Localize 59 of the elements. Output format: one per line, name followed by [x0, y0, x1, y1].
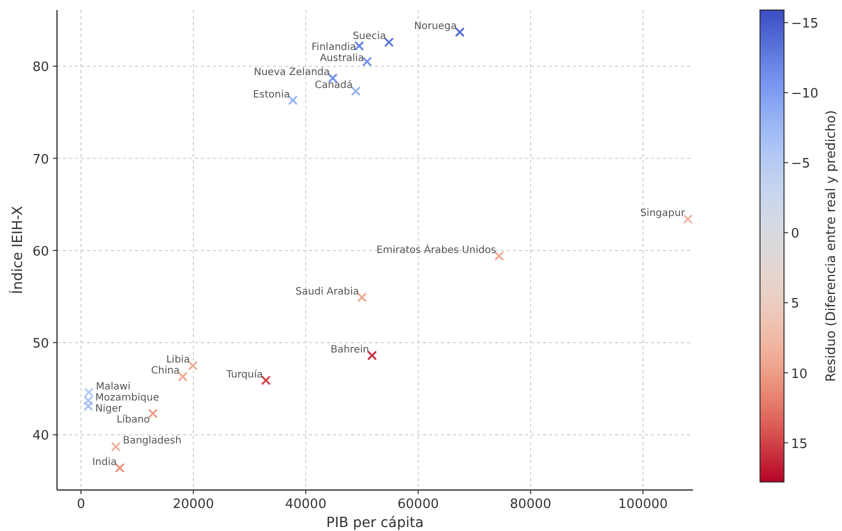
color-bar-label: 15	[791, 436, 808, 452]
annotation: Nueva Zelanda	[254, 67, 330, 78]
x-tick-label: 40000	[285, 497, 326, 512]
point	[260, 375, 271, 386]
point	[384, 37, 394, 48]
point	[357, 292, 367, 302]
annotation: Saudi Arabia	[296, 286, 359, 298]
point	[148, 408, 158, 418]
annotation: Finlandia	[312, 42, 356, 54]
point	[350, 86, 361, 96]
x-tick-label: 100000	[618, 497, 668, 512]
annotation: Malawi	[96, 381, 130, 392]
y-tick-label: 40	[32, 428, 49, 444]
annotation: Libia	[166, 354, 190, 366]
annotation: Líbano	[116, 414, 150, 426]
x-axis-title: PIB per cápita	[326, 515, 424, 531]
point	[83, 401, 94, 412]
point	[494, 251, 504, 261]
point	[114, 462, 125, 473]
color-bar-label: 0	[791, 226, 800, 242]
color-bar-title: Residuo (Diferencia entre real y predicho)	[824, 110, 839, 382]
annotation: Australia	[320, 53, 364, 64]
annotation: China	[151, 366, 180, 377]
color-bar-label: −15	[791, 16, 818, 32]
y-tick-label: 60	[32, 244, 49, 260]
y-tick-label: 70	[32, 152, 49, 168]
x-tick-label: 0	[76, 497, 86, 512]
point	[683, 214, 693, 224]
color-bar-label: −5	[791, 156, 810, 172]
annotation: Singapur	[640, 208, 686, 220]
annotation: Noruega	[414, 21, 457, 32]
point	[84, 387, 94, 398]
annotation: Bahrein	[330, 344, 370, 356]
point	[178, 372, 188, 382]
color-bar-label: 10	[791, 366, 808, 382]
point	[188, 360, 198, 371]
y-tick-label: 50	[32, 336, 49, 352]
color-bar-label: 5	[791, 296, 800, 312]
annotation: Niger	[95, 403, 124, 414]
point	[288, 95, 298, 106]
point	[362, 56, 372, 66]
x-tick-label: 20000	[172, 497, 214, 512]
point	[83, 396, 94, 406]
annotation: Bangladesh	[122, 436, 182, 447]
point	[110, 442, 121, 452]
color-bar-label: −10	[791, 86, 818, 102]
y-axis-title: Índice IEIH-X	[9, 206, 26, 294]
annotation: Emiratos Árabes Unidos	[376, 242, 496, 256]
annotation: India	[92, 456, 117, 468]
point	[454, 27, 465, 38]
annotation: Canadá	[314, 80, 353, 92]
annotation: Suecia	[352, 31, 386, 42]
y-tick-label: 80	[32, 60, 49, 76]
annotation: Mozambique	[95, 392, 160, 404]
point	[367, 350, 378, 360]
annotation: Estonia	[253, 89, 290, 100]
x-tick-label: 60000	[398, 497, 439, 512]
annotation: Turquía	[225, 369, 263, 380]
x-tick-label: 80000	[510, 497, 552, 512]
